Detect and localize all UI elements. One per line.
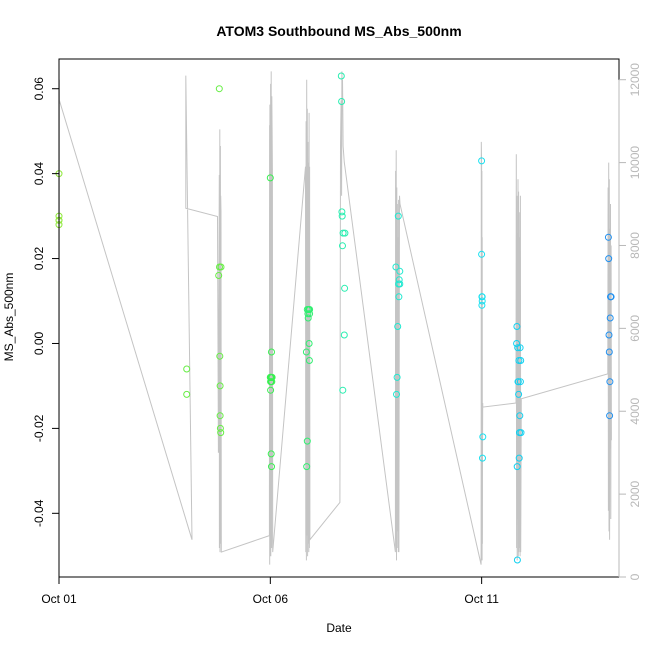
y-tick-label: -0.02: [32, 414, 46, 442]
data-point: [305, 357, 313, 364]
y-tick-label: 0.04: [32, 162, 46, 186]
plot-frame: [58, 58, 620, 578]
y-tick-label: 0.00: [32, 331, 46, 355]
data-point: [302, 348, 310, 356]
data-point: [395, 276, 403, 284]
data-point: [303, 463, 311, 471]
data-point: [183, 390, 191, 398]
y-right-tick-label: 10000: [628, 146, 642, 180]
data-point: [305, 340, 313, 347]
x-tick-label: Oct 06: [253, 592, 289, 606]
y-axis-label: MS_Abs_500nm: [2, 273, 16, 362]
y-right-tick-label: 8000: [628, 232, 642, 259]
y-right-tick-label: 4000: [628, 398, 642, 425]
point-series: [55, 72, 615, 564]
y-tick-label: -0.04: [32, 499, 46, 527]
y-right-tick-label: 0: [628, 573, 642, 580]
data-point: [183, 365, 191, 373]
data-point: [513, 340, 521, 347]
data-point: [604, 233, 612, 241]
data-point: [607, 293, 615, 301]
data-point: [216, 424, 224, 432]
y-tick-label: 0.02: [32, 247, 46, 271]
y-axis-right: 0 2000 4000 6000 8000 10000 12000: [618, 63, 642, 580]
data-point: [393, 390, 400, 398]
data-point: [338, 98, 346, 105]
data-point: [606, 378, 614, 386]
data-point: [216, 382, 224, 390]
data-point: [266, 174, 274, 182]
data-point: [215, 272, 223, 279]
data-point: [396, 280, 404, 288]
data-point: [340, 331, 348, 339]
data-point: [216, 412, 224, 420]
data-point: [513, 323, 521, 330]
data-point: [393, 373, 401, 381]
data-point: [306, 310, 314, 318]
data-point: [517, 429, 525, 437]
data-point: [394, 212, 402, 220]
data-point: [303, 437, 311, 445]
data-point: [306, 306, 314, 313]
data-point: [396, 267, 404, 275]
data-point: [515, 390, 523, 398]
chart-title: ATOM3 Southbound MS_Abs_500nm: [216, 23, 461, 39]
data-point: [267, 450, 275, 458]
x-axis-label: Date: [326, 621, 352, 635]
data-point: [267, 386, 275, 394]
secondary-series-line: [58, 71, 612, 565]
data-point: [479, 454, 486, 462]
data-point: [605, 348, 613, 356]
data-point: [605, 331, 613, 339]
y-right-tick-label: 2000: [628, 480, 642, 507]
data-point: [517, 357, 525, 364]
data-point: [337, 72, 345, 80]
x-tick-label: Oct 11: [464, 592, 499, 606]
y-right-tick-label: 12000: [628, 63, 642, 97]
data-point: [606, 412, 614, 420]
data-point: [338, 212, 346, 220]
data-point: [515, 454, 523, 462]
data-point: [216, 352, 224, 360]
data-point: [478, 250, 486, 258]
data-point: [217, 263, 225, 271]
data-point: [268, 378, 276, 386]
data-point: [606, 314, 614, 322]
data-point: [268, 348, 275, 356]
data-point: [516, 378, 524, 386]
data-point: [513, 463, 521, 471]
data-point: [268, 463, 275, 471]
data-point: [339, 386, 347, 394]
data-point: [217, 429, 225, 437]
data-point: [395, 293, 403, 301]
y-tick-label: 0.06: [32, 77, 46, 101]
x-axis: Oct 01 Oct 06 Oct 11: [41, 576, 499, 606]
data-point: [339, 242, 346, 250]
line-series: [58, 71, 612, 565]
data-point: [478, 157, 486, 165]
y-axis: 0.06 0.04 0.02 0.00 -0.02 -0.04: [32, 77, 60, 527]
x-tick-label: Oct 01: [41, 592, 77, 606]
data-point: [514, 344, 522, 352]
data-point: [514, 378, 522, 386]
data-point: [338, 208, 346, 216]
data-point: [392, 263, 400, 271]
data-point: [516, 344, 524, 352]
data-point: [304, 314, 312, 322]
data-point: [267, 373, 274, 381]
data-point: [478, 301, 486, 309]
data-point: [513, 556, 521, 564]
y-right-tick-label: 6000: [628, 315, 642, 342]
data-point: [479, 433, 487, 441]
data-point: [341, 284, 349, 292]
data-point: [215, 85, 223, 93]
data-point: [394, 323, 402, 330]
data-point: [605, 255, 613, 263]
data-point: [516, 412, 524, 420]
data-point: [478, 293, 486, 301]
data-point: [478, 297, 486, 305]
data-point: [341, 229, 349, 237]
